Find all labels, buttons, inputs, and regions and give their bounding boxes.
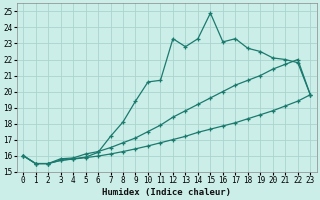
X-axis label: Humidex (Indice chaleur): Humidex (Indice chaleur)	[102, 188, 231, 197]
